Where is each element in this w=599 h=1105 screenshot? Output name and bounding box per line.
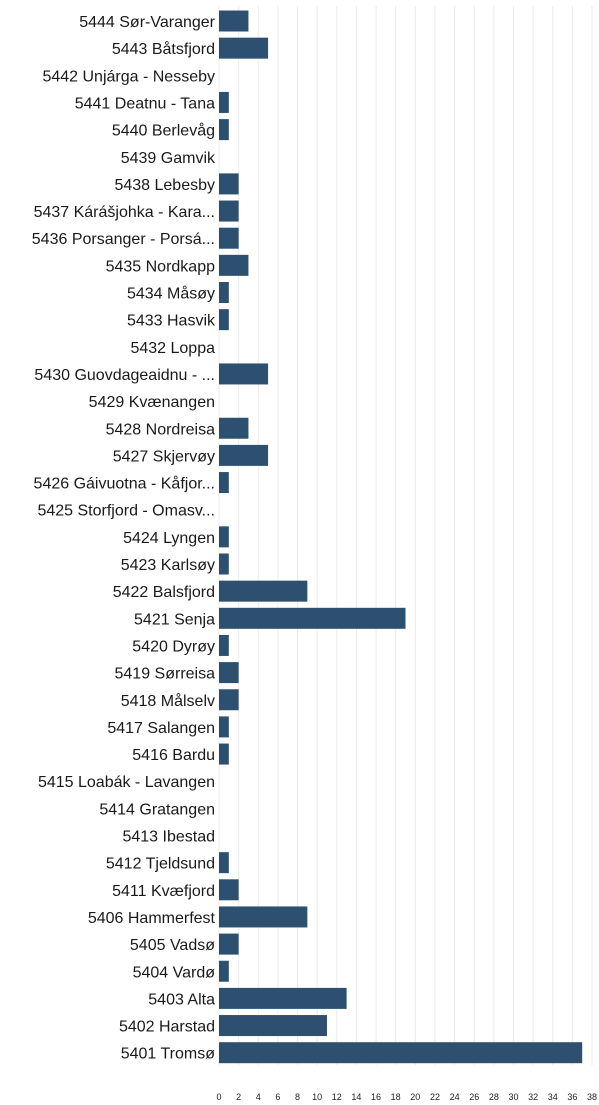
category-label: 5415 Loabák - Lavangen <box>38 774 215 791</box>
bar[interactable] <box>219 1015 327 1037</box>
bar[interactable] <box>219 1042 583 1064</box>
bar[interactable] <box>219 173 239 195</box>
x-tick-label: 16 <box>371 1092 381 1102</box>
x-tick-label: 6 <box>275 1092 280 1102</box>
bar[interactable] <box>219 743 229 765</box>
category-label: 5412 Tjeldsund <box>106 856 215 873</box>
bar[interactable] <box>219 472 229 494</box>
category-label: 5436 Porsanger - Porsá... <box>32 231 215 248</box>
category-label: 5442 Unjárga - Nesseby <box>42 68 215 85</box>
bar[interactable] <box>219 37 269 59</box>
category-label: 5430 Guovdageaidnu - ... <box>34 367 215 384</box>
x-axis-ticks: 0 2 4 6 8 10 12 14 16 18 20 22 24 26 28 30 32 34 36 38 <box>216 1092 597 1102</box>
category-label: 5440 Berlevåg <box>112 122 215 140</box>
x-tick-label: 10 <box>312 1092 322 1102</box>
bar[interactable] <box>219 10 249 32</box>
category-label: 5413 Ibestad <box>122 829 215 846</box>
bar[interactable] <box>219 960 229 982</box>
category-label: 5420 Dyrøy <box>132 638 215 655</box>
bar[interactable] <box>219 607 406 629</box>
bars <box>219 10 583 1064</box>
bar[interactable] <box>219 526 229 548</box>
category-label: 5426 Gáivuotna - Kåfjor... <box>34 475 215 493</box>
x-tick-label: 14 <box>351 1092 361 1102</box>
bar[interactable] <box>219 933 239 955</box>
category-label: 5433 Hasvik <box>127 313 216 330</box>
category-label: 5417 Salangen <box>107 720 215 737</box>
category-label: 5428 Nordreisa <box>106 421 216 438</box>
x-tick-label: 8 <box>295 1092 300 1102</box>
bar[interactable] <box>219 444 269 466</box>
bar[interactable] <box>219 852 229 874</box>
category-label: 5402 Harstad <box>119 1019 215 1036</box>
category-label: 5404 Vardø <box>133 964 216 981</box>
bar[interactable] <box>219 363 269 385</box>
bar[interactable] <box>219 227 239 249</box>
bar[interactable] <box>219 987 347 1009</box>
category-label: 5419 Sørreisa <box>115 666 216 683</box>
x-tick-label: 30 <box>508 1092 518 1102</box>
bar[interactable] <box>219 662 239 684</box>
bar[interactable] <box>219 282 229 303</box>
bar[interactable] <box>219 879 239 901</box>
category-labels: 5444 Sør-Varanger 5443 Båtsfjord 5442 Unjá… <box>32 14 216 1063</box>
category-label: 5435 Nordkapp <box>106 258 216 275</box>
category-label: 5405 Vadsø <box>130 937 215 954</box>
x-tick-label: 12 <box>332 1092 342 1102</box>
category-label: 5416 Bardu <box>132 747 215 764</box>
bar[interactable] <box>219 689 239 711</box>
category-label: 5411 Kvæfjord <box>112 883 215 900</box>
bar[interactable] <box>219 580 308 602</box>
bar[interactable] <box>219 716 229 738</box>
category-label: 5441 Deatnu - Tana <box>75 95 215 112</box>
x-tick-label: 20 <box>410 1092 420 1102</box>
x-tick-label: 38 <box>587 1092 597 1102</box>
category-label: 5444 Sør-Varanger <box>79 14 215 31</box>
x-tick-label: 22 <box>430 1092 440 1102</box>
bar[interactable] <box>219 91 229 113</box>
bar[interactable] <box>219 906 308 928</box>
bar[interactable] <box>219 200 239 222</box>
category-label: 5439 Gamvik <box>121 150 216 167</box>
x-tick-label: 24 <box>450 1092 460 1102</box>
category-label: 5422 Balsfjord <box>113 584 215 601</box>
x-tick-label: 26 <box>469 1092 479 1102</box>
x-tick-label: 2 <box>236 1092 241 1102</box>
bar[interactable] <box>219 254 249 276</box>
category-label: 5423 Karlsøy <box>121 557 215 574</box>
category-label: 5425 Storfjord - Omasv... <box>37 503 215 520</box>
bar[interactable] <box>219 309 229 331</box>
category-label: 5432 Loppa <box>130 340 215 357</box>
category-label: 5424 Lyngen <box>123 530 215 547</box>
x-tick-label: 36 <box>567 1092 577 1102</box>
category-label: 5429 Kvænangen <box>89 394 215 411</box>
x-tick-label: 32 <box>528 1092 538 1102</box>
bar[interactable] <box>219 417 249 439</box>
category-label: 5427 Skjervøy <box>113 448 215 465</box>
category-label: 5438 Lebesby <box>114 177 215 194</box>
gridlines <box>218 6 593 1066</box>
x-tick-label: 18 <box>391 1092 401 1102</box>
bar[interactable] <box>219 634 229 656</box>
x-tick-label: 28 <box>489 1092 499 1102</box>
category-label: 5437 Kárášjohka - Kara... <box>34 204 215 221</box>
category-label: 5443 Båtsfjord <box>112 40 215 58</box>
x-tick-label: 34 <box>548 1092 558 1102</box>
category-label: 5403 Alta <box>148 991 215 1008</box>
category-label: 5418 Målselv <box>121 692 215 710</box>
bar[interactable] <box>219 553 229 575</box>
category-label: 5434 Måsøy <box>127 285 215 303</box>
category-label: 5406 Hammerfest <box>88 910 216 927</box>
category-label: 5401 Tromsø <box>121 1046 215 1063</box>
x-tick-label: 4 <box>256 1092 261 1102</box>
bar[interactable] <box>219 119 229 141</box>
category-label: 5421 Senja <box>134 611 215 628</box>
category-label: 5414 Gratangen <box>99 801 215 818</box>
x-tick-label: 0 <box>216 1092 221 1102</box>
